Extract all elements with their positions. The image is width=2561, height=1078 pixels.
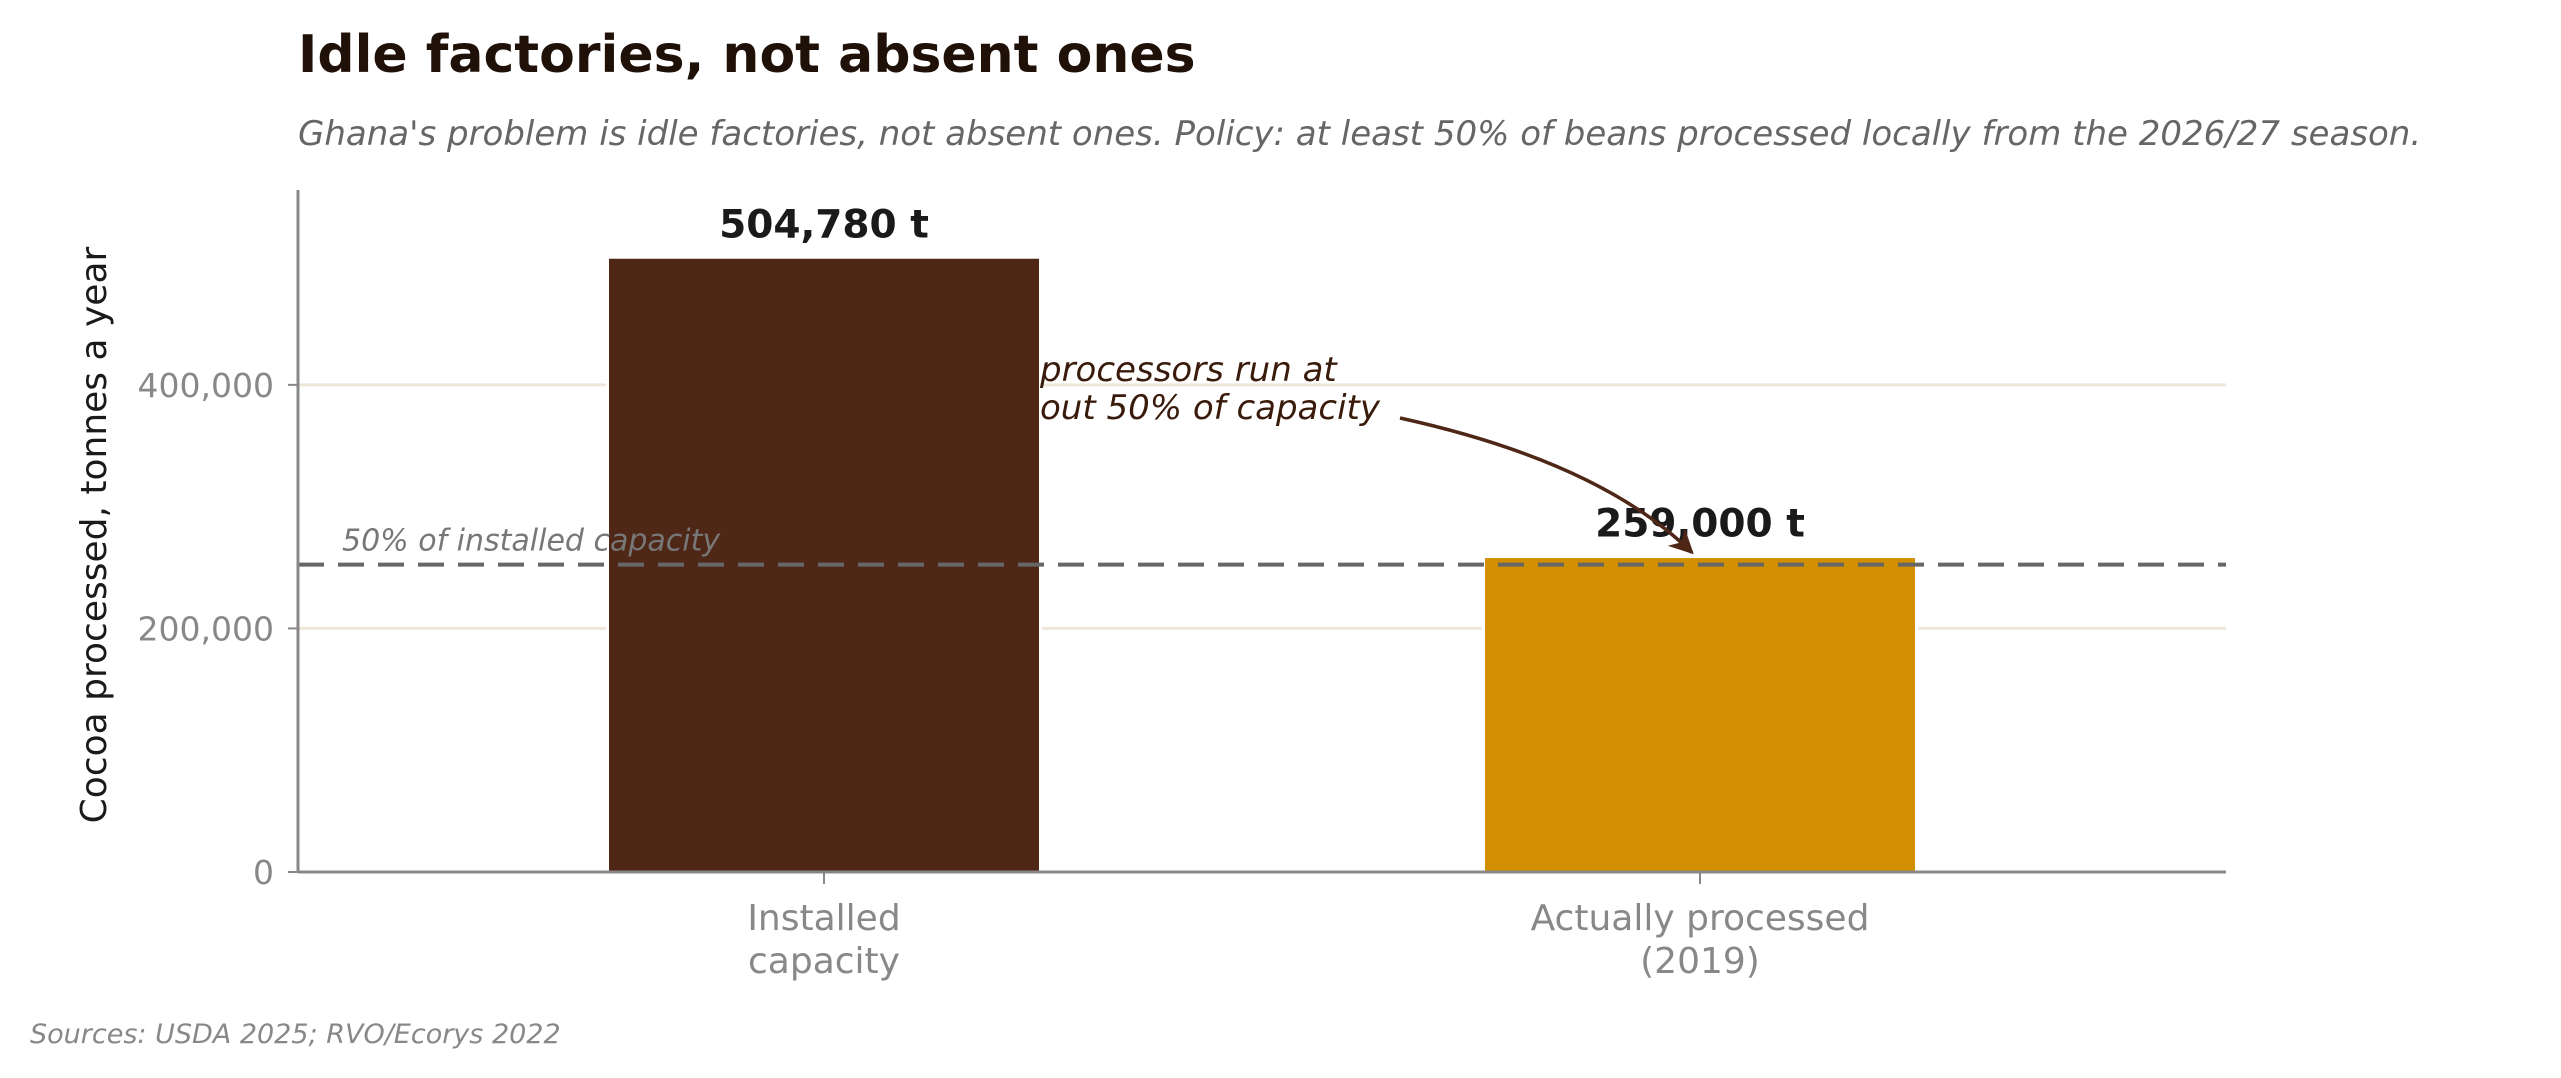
x-tick-label-0-1: capacity (748, 941, 900, 982)
plot-area: 0 200,000 400,000 50% of installed capacity… (138, 190, 2226, 982)
y-tick-label-0: 0 (253, 853, 274, 892)
annotation-text-0: processors run at (1039, 350, 1338, 390)
y-tick-label-2: 400,000 (138, 366, 274, 405)
annotation-text-1: out 50% of capacity (1040, 388, 1381, 428)
source-note: Sources: USDA 2025; RVO/Ecorys 2022 (30, 1019, 561, 1050)
chart-subtitle: Ghana's problem is idle factories, not a… (298, 114, 2421, 154)
bar-1 (1482, 555, 1918, 874)
value-label-0: 504,780 t (719, 202, 929, 247)
x-tick-label-1-1: (2019) (1640, 941, 1760, 982)
chart-title: Idle factories, not absent ones (298, 25, 1196, 85)
reference-line-label: 50% of installed capacity (342, 524, 721, 559)
x-tick-label-0-0: Installed (747, 898, 900, 939)
x-tick-label-1-0: Actually processed (1531, 898, 1870, 939)
y-tick-label-1: 200,000 (138, 609, 274, 648)
y-axis-label: Cocoa processed, tonnes a year (74, 246, 115, 823)
annotation-arrow (1399, 416, 1694, 555)
value-label-1: 259,000 t (1595, 502, 1805, 547)
